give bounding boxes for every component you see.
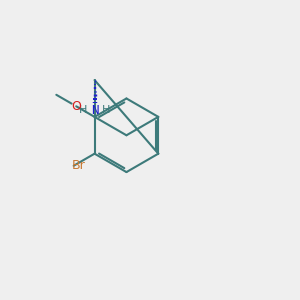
Text: N: N	[91, 104, 98, 117]
Text: H: H	[102, 105, 110, 116]
Text: H: H	[79, 105, 88, 116]
Text: O: O	[71, 100, 81, 113]
Text: Br: Br	[72, 159, 86, 172]
